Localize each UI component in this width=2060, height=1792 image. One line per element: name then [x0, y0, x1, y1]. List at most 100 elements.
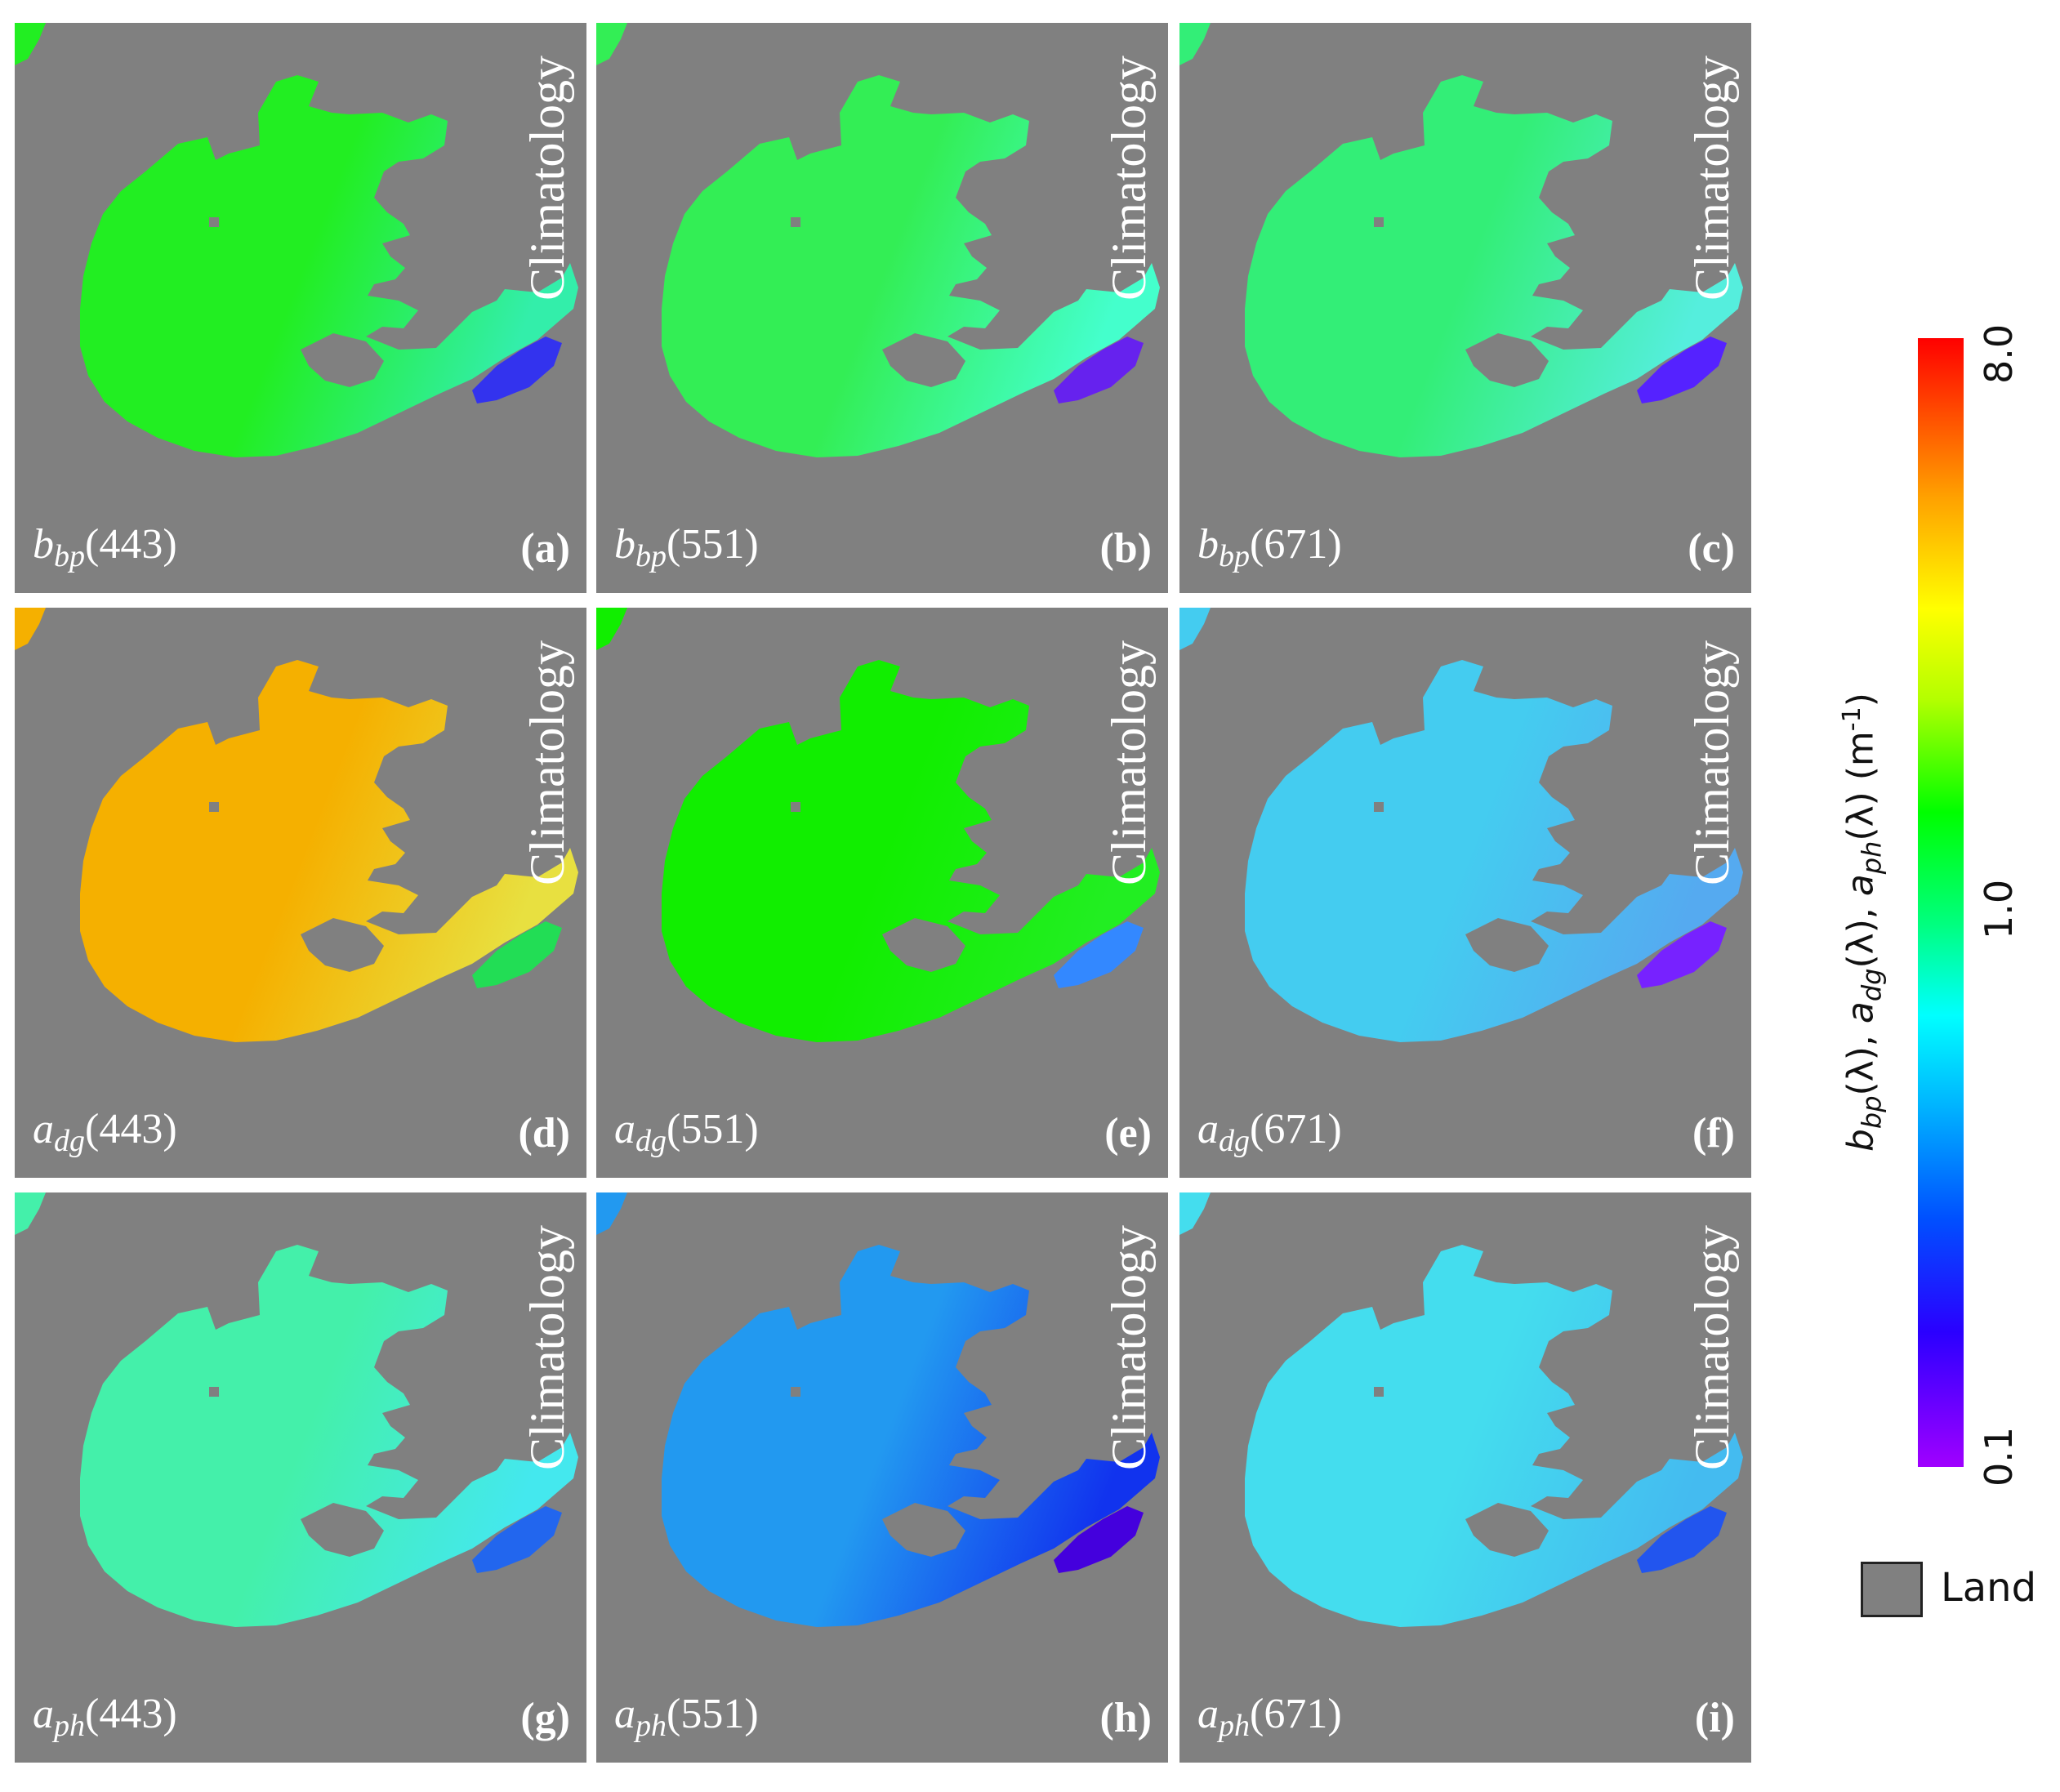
panel-title: Climatology: [1102, 56, 1156, 301]
parameter-label: bbp(671): [1197, 521, 1342, 573]
map-panel-a: Climatology bbp(443) (a): [15, 23, 586, 593]
island: [1465, 333, 1549, 387]
corner-shore: [596, 23, 627, 65]
lake-channel: [472, 337, 562, 403]
parameter-label: bbp(551): [614, 521, 759, 573]
island: [1465, 1503, 1549, 1557]
island: [423, 992, 472, 1016]
lake-body: [662, 1245, 1160, 1627]
island: [423, 1576, 472, 1601]
panel-title: Climatology: [1102, 1225, 1156, 1470]
panel-letter: (a): [520, 525, 570, 572]
parameter-label: aph(671): [1197, 1691, 1342, 1743]
lake-body: [662, 660, 1160, 1042]
lake-body: [80, 75, 578, 457]
colorbar-tick-mid: 1.0: [1977, 879, 2021, 939]
island: [1588, 1576, 1637, 1601]
panel-letter: (c): [1688, 525, 1735, 572]
island: [882, 918, 965, 972]
lake-channel: [472, 921, 562, 988]
map-panel-i: Climatology aph(671) (i): [1179, 1192, 1751, 1763]
island: [1005, 992, 1054, 1016]
map-panel-f: Climatology adg(671) (f): [1179, 608, 1751, 1178]
island: [1005, 1576, 1054, 1601]
corner-shore: [15, 608, 46, 650]
island-small: [791, 802, 800, 812]
lake-channel: [1054, 921, 1144, 988]
lake-map: [1179, 23, 1743, 457]
lake-map: [596, 23, 1160, 457]
panel-letter: (b): [1099, 525, 1152, 572]
lake-body: [662, 75, 1160, 457]
corner-shore: [596, 1192, 627, 1235]
lake-map: [1179, 608, 1743, 1042]
island: [1465, 918, 1549, 972]
island: [882, 1503, 965, 1557]
map-panel-c: Climatology bbp(671) (c): [1179, 23, 1751, 593]
island: [301, 918, 384, 972]
panel-letter: (h): [1099, 1695, 1152, 1741]
panel-title: Climatology: [1685, 1225, 1739, 1470]
panel-letter: (d): [518, 1110, 570, 1157]
lake-body: [1245, 660, 1743, 1042]
island: [423, 407, 472, 431]
panel-title: Climatology: [520, 640, 574, 885]
lake-channel: [1637, 1506, 1727, 1573]
island: [882, 333, 965, 387]
lake-body: [80, 1245, 578, 1627]
corner-shore: [1179, 608, 1211, 650]
island-small: [1374, 217, 1384, 227]
lake-map: [15, 23, 578, 457]
island: [1588, 407, 1637, 431]
map-panel-h: Climatology aph(551) (h): [596, 1192, 1168, 1763]
lake-map: [1179, 1192, 1743, 1627]
lake-body: [1245, 1245, 1743, 1627]
colorbar: [1918, 338, 1964, 1467]
lake-channel: [472, 1506, 562, 1573]
island-small: [209, 802, 219, 812]
lake-channel: [1054, 337, 1144, 403]
colorbar-tick-min: 0.1: [1977, 1426, 2021, 1487]
colorbar-label: bbp(λ), adg(λ), aph(λ) (m-1): [1838, 693, 1888, 1152]
island: [301, 1503, 384, 1557]
lake-body: [80, 660, 578, 1042]
island: [1005, 407, 1054, 431]
map-panel-b: Climatology bbp(551) (b): [596, 23, 1168, 593]
lake-channel: [1637, 337, 1727, 403]
island-small: [209, 1387, 219, 1397]
island: [1588, 992, 1637, 1016]
corner-shore: [596, 608, 627, 650]
panel-letter: (e): [1104, 1110, 1152, 1157]
map-panel-d: Climatology adg(443) (d): [15, 608, 586, 1178]
parameter-label: adg(551): [614, 1106, 759, 1158]
panel-title: Climatology: [1685, 56, 1739, 301]
parameter-label: bbp(443): [33, 521, 177, 573]
island-small: [1374, 802, 1384, 812]
colorbar-tick-max: 8.0: [1977, 323, 2021, 384]
corner-shore: [15, 23, 46, 65]
lake-map: [596, 1192, 1160, 1627]
corner-shore: [1179, 1192, 1211, 1235]
map-panel-e: Climatology adg(551) (e): [596, 608, 1168, 1178]
corner-shore: [1179, 23, 1211, 65]
lake-body: [1245, 75, 1743, 457]
parameter-label: adg(443): [33, 1106, 177, 1158]
lake-map: [15, 608, 578, 1042]
island-small: [1374, 1387, 1384, 1397]
island-small: [791, 1387, 800, 1397]
panel-letter: (f): [1692, 1110, 1735, 1157]
corner-shore: [15, 1192, 46, 1235]
panel-letter: (g): [520, 1695, 570, 1741]
land-legend-label: Land: [1941, 1565, 2037, 1611]
parameter-label: aph(443): [33, 1691, 177, 1743]
parameter-label: aph(551): [614, 1691, 759, 1743]
island-small: [791, 217, 800, 227]
lake-map: [596, 608, 1160, 1042]
parameter-label: adg(671): [1197, 1106, 1342, 1158]
lake-map: [15, 1192, 578, 1627]
panel-title: Climatology: [520, 1225, 574, 1470]
island-small: [209, 217, 219, 227]
map-panel-g: Climatology aph(443) (g): [15, 1192, 586, 1763]
island: [301, 333, 384, 387]
land-legend-swatch: [1861, 1562, 1923, 1617]
